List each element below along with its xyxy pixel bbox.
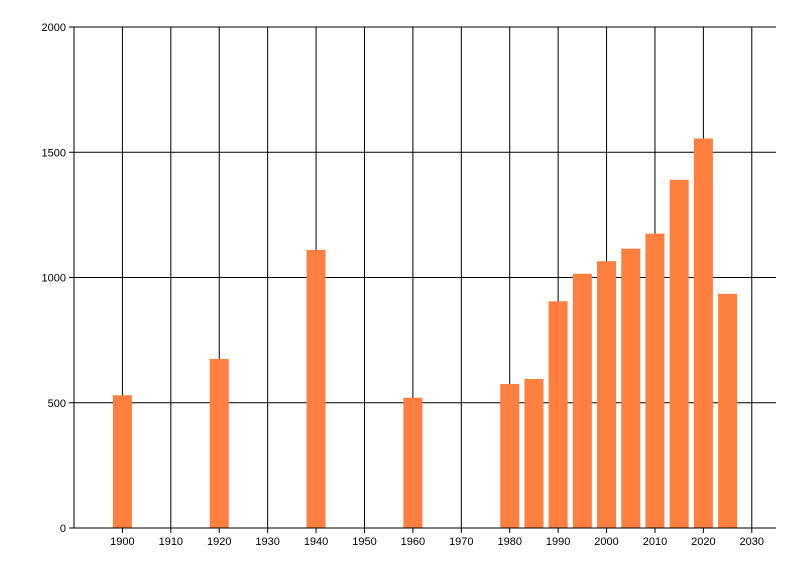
bar [669,179,689,528]
bar [524,378,544,528]
x-tick-label: 1940 [304,536,328,548]
bar [306,249,326,528]
x-tick-label: 1970 [449,536,473,548]
bar [572,273,592,528]
bar [112,395,132,528]
x-tick-label: 2020 [691,536,715,548]
x-tick-label: 1990 [546,536,570,548]
bar [500,383,520,528]
x-tick-label: 2000 [594,536,618,548]
bar [718,293,738,528]
bars [112,138,738,528]
axes [69,26,776,533]
x-tick-label: 1950 [352,536,376,548]
y-tick-label: 0 [60,523,66,535]
x-tick-label: 1960 [401,536,425,548]
y-tick-label: 500 [48,398,66,410]
tick-labels: 0 500 1000 1500 2000 1900 1910 1920 1930 1940 1950… [42,22,765,548]
y-tick-label: 1000 [42,273,66,285]
y-tick-label: 1500 [42,147,66,159]
bar [645,233,665,528]
x-tick-label: 1920 [207,536,231,548]
bar [548,301,568,528]
bar [693,138,713,528]
bar [597,261,617,528]
bar [621,248,641,528]
x-tick-label: 1910 [159,536,183,548]
bar [209,358,229,528]
y-tick-label: 2000 [42,22,66,34]
x-tick-label: 1980 [497,536,521,548]
x-tick-label: 2030 [740,536,764,548]
x-tick-label: 1930 [255,536,279,548]
bar [403,397,423,528]
x-tick-label: 1900 [110,536,134,548]
x-tick-label: 2010 [643,536,667,548]
